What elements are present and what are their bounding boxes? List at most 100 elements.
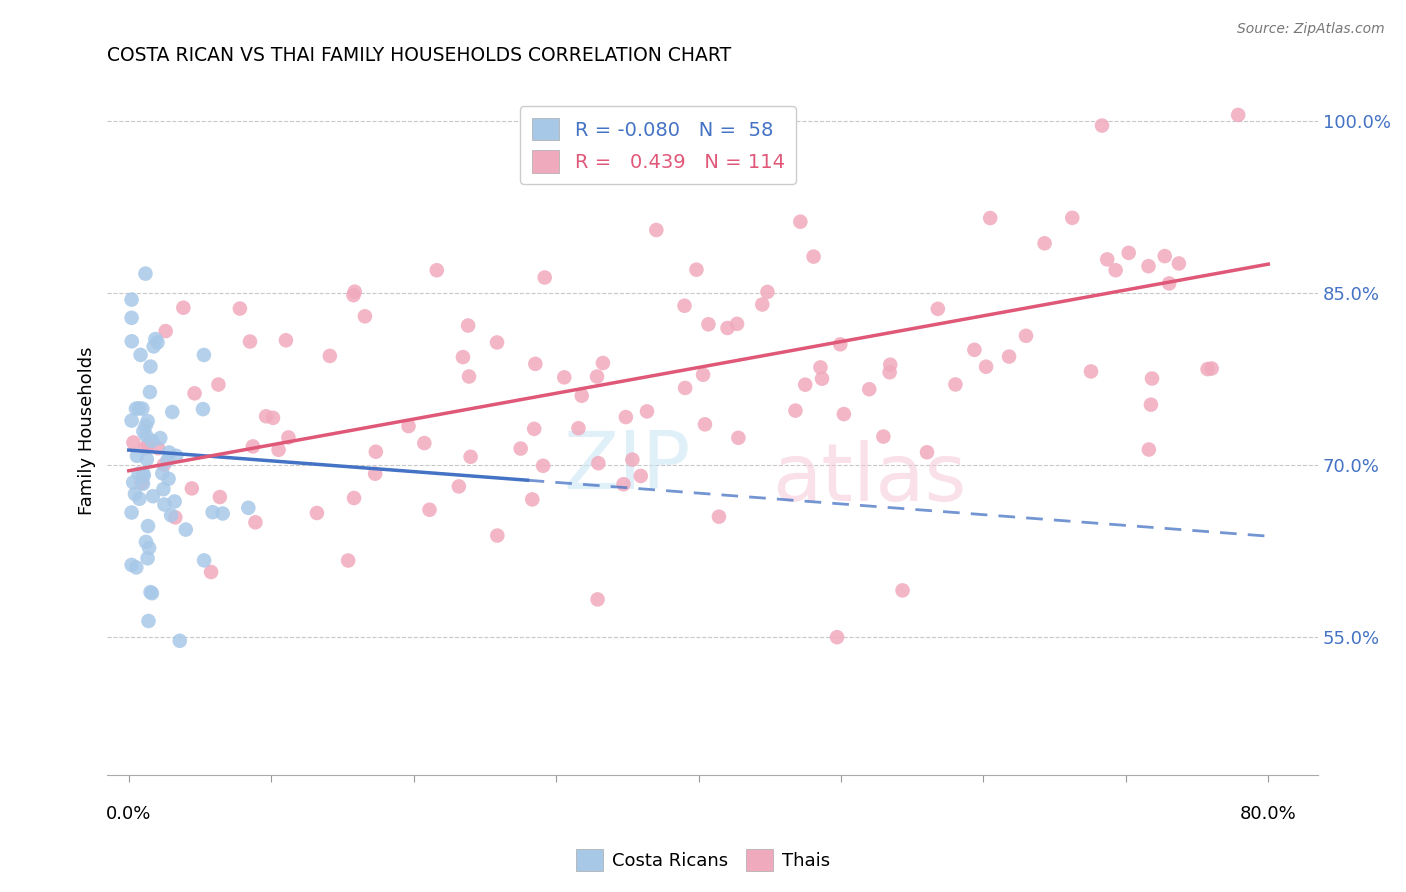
Legend: R = -0.080   N =  58, R =   0.439   N = 114: R = -0.080 N = 58, R = 0.439 N = 114	[520, 106, 796, 185]
Point	[136, 519, 159, 533]
Point	[156, 453, 179, 467]
Text: ZIP: ZIP	[564, 428, 690, 507]
Point	[1062, 211, 1084, 225]
Point	[134, 267, 156, 281]
Point	[131, 475, 153, 490]
Point	[486, 528, 509, 542]
Point	[343, 285, 366, 299]
Point	[134, 441, 156, 455]
Point	[794, 377, 817, 392]
Point	[157, 445, 180, 459]
Point	[1201, 361, 1223, 376]
Y-axis label: Family Households: Family Households	[79, 346, 96, 515]
Point	[825, 630, 848, 644]
Point	[207, 377, 229, 392]
Point	[193, 348, 215, 362]
Point	[305, 506, 328, 520]
Point	[342, 288, 364, 302]
Point	[524, 357, 547, 371]
Point	[145, 332, 167, 346]
Point	[458, 369, 481, 384]
Point	[509, 442, 531, 456]
Point	[588, 456, 610, 470]
Point	[571, 389, 593, 403]
Point	[727, 431, 749, 445]
Point	[553, 370, 575, 384]
Point	[945, 377, 967, 392]
Point	[447, 479, 470, 493]
Point	[135, 428, 157, 442]
Point	[1140, 371, 1163, 385]
Point	[460, 450, 482, 464]
Point	[131, 401, 153, 416]
Point	[141, 586, 163, 600]
Point	[592, 356, 614, 370]
Point	[121, 414, 143, 428]
Point	[142, 339, 165, 353]
Point	[141, 434, 163, 448]
Point	[872, 429, 894, 443]
Point	[413, 436, 436, 450]
Point	[522, 492, 544, 507]
Point	[354, 310, 377, 324]
Point	[697, 318, 720, 332]
Point	[157, 472, 180, 486]
Point	[1015, 328, 1038, 343]
Point	[136, 414, 159, 428]
Point	[789, 215, 811, 229]
Point	[586, 592, 609, 607]
Text: COSTA RICAN VS THAI FAMILY HOUSEHOLDS CORRELATION CHART: COSTA RICAN VS THAI FAMILY HOUSEHOLDS CO…	[107, 46, 731, 65]
Point	[125, 560, 148, 574]
Point	[1153, 249, 1175, 263]
Point	[523, 422, 546, 436]
Point	[132, 425, 155, 439]
Point	[830, 337, 852, 351]
Point	[211, 507, 233, 521]
Point	[998, 350, 1021, 364]
Point	[132, 476, 155, 491]
Text: 80.0%: 80.0%	[1240, 805, 1296, 823]
Point	[277, 430, 299, 444]
Point	[262, 410, 284, 425]
Point	[121, 558, 143, 572]
Point	[1167, 256, 1189, 270]
Point	[673, 299, 696, 313]
Point	[1159, 277, 1181, 291]
Point	[803, 250, 825, 264]
Point	[150, 467, 173, 481]
Point	[486, 335, 509, 350]
Point	[630, 469, 652, 483]
Point	[621, 452, 644, 467]
Point	[451, 350, 474, 364]
Point	[1197, 362, 1219, 376]
Point	[162, 405, 184, 419]
Point	[756, 285, 779, 299]
Point	[128, 401, 150, 416]
Point	[172, 301, 194, 315]
Point	[132, 467, 155, 481]
Point	[1140, 398, 1163, 412]
Point	[139, 385, 162, 400]
Text: 0.0%: 0.0%	[105, 805, 152, 823]
Point	[193, 553, 215, 567]
Point	[165, 449, 187, 463]
Point	[245, 516, 267, 530]
Point	[267, 442, 290, 457]
Point	[136, 437, 159, 451]
Point	[927, 301, 949, 316]
Point	[200, 565, 222, 579]
Point	[586, 369, 609, 384]
Point	[1104, 263, 1126, 277]
Point	[693, 417, 716, 432]
Point	[274, 333, 297, 347]
Point	[138, 614, 160, 628]
Point	[685, 262, 707, 277]
Point	[457, 318, 479, 333]
Point	[149, 431, 172, 445]
Point	[337, 553, 360, 567]
Point	[567, 421, 589, 435]
Point	[135, 534, 157, 549]
Point	[707, 509, 730, 524]
Point	[139, 359, 162, 374]
Point	[751, 297, 773, 311]
